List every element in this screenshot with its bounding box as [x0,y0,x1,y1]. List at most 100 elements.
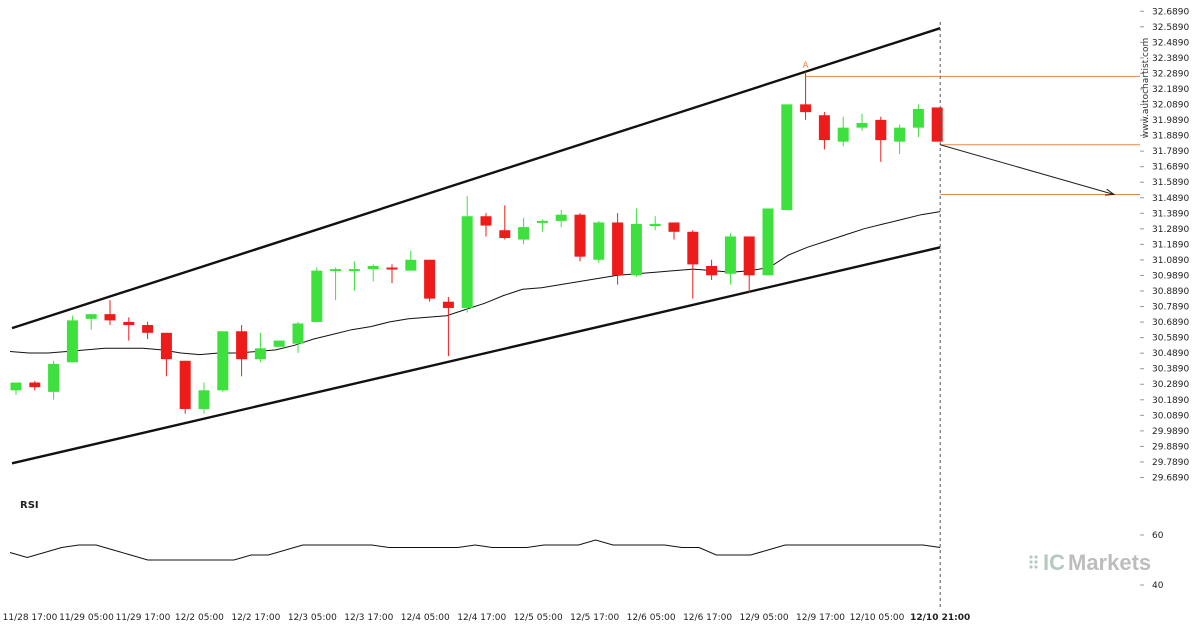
y-tick-label: 30.6890 [1152,318,1189,328]
candle-body [461,216,473,308]
candle-body [442,301,454,308]
x-tick-label: 12/6 05:00 [627,613,676,623]
candle-body [292,323,304,344]
candle-body [104,314,116,321]
y-tick-label: 31.9890 [1152,116,1189,126]
y-tick-label: 30.2890 [1152,380,1189,390]
candle-up [330,267,342,301]
y-tick-label: 30.4890 [1152,349,1189,359]
channel-lower-line [11,246,941,465]
candle-down [160,332,172,377]
candle-body [593,222,605,260]
logo-dot [1034,555,1038,559]
candle-body [781,104,793,211]
x-tick-label: 12/10 21:00 [910,613,970,623]
y-tick-label: 31.8890 [1152,132,1189,142]
candle-up [217,331,229,392]
x-tick-label: 12/2 17:00 [231,613,280,623]
y-tick-label: 31.4890 [1152,194,1189,204]
x-tick-label: 11/28 17:00 [3,613,58,623]
candle-up [405,250,417,271]
candle-down [499,205,511,240]
candle-body [762,208,774,276]
candle-body [198,390,210,409]
projection-arrow-head [1104,188,1116,196]
candle-up [254,332,266,363]
candle-body [424,259,436,299]
candle-up [292,321,304,354]
candle-up [85,314,97,330]
y-tick-label: 32.4890 [1152,38,1189,48]
y-tick-label: 31.6890 [1152,163,1189,173]
logo-dot [1034,565,1038,569]
candle-down [442,297,454,357]
candle-body [555,214,567,221]
candle-body [386,267,398,270]
candle-body [10,382,22,391]
y-tick-label: 30.0890 [1152,411,1189,421]
candle-body [856,123,868,128]
candle-up [630,208,642,277]
projection-arrow-line [940,144,1115,195]
y-tick-label: 31.0890 [1152,256,1189,266]
candle-body [311,270,323,322]
y-tick-label: 31.5890 [1152,178,1189,188]
candle-up [593,220,605,263]
y-tick-label: 30.5890 [1152,334,1189,344]
candle-body [912,109,924,128]
y-tick-label: 30.8890 [1152,287,1189,297]
candle-up [781,104,793,211]
candle-down [179,360,191,414]
candle-down [687,230,699,299]
candle-body [29,382,41,388]
x-tick-label: 11/29 05:00 [59,613,114,623]
candle-up [461,196,473,313]
candle-down [743,236,755,293]
x-tick-label: 12/10 05:00 [850,613,905,623]
x-tick-label: 12/5 05:00 [514,613,563,623]
candle-body [85,314,97,319]
logo-dot [1029,560,1033,564]
candle-down [424,259,436,302]
candle-down [104,300,116,326]
x-tick-label: 12/3 17:00 [344,613,393,623]
candle-body [894,127,906,142]
candle-body [706,265,718,276]
y-tick-label: 29.6890 [1152,473,1189,483]
x-tick-label: 11/29 17:00 [116,613,171,623]
y-tick-label: 31.2890 [1152,225,1189,235]
rsi-panel-title: RSI [20,500,39,511]
rsi-line [9,539,941,561]
candle-down [612,213,624,285]
candle-up [837,116,849,147]
candle-body [480,216,492,226]
x-tick-label: 12/4 05:00 [401,613,450,623]
candle-body [612,222,624,276]
candle-up [348,261,360,291]
candle-body [123,321,135,326]
candle-up [536,219,548,232]
candle-up [555,210,567,228]
candle-body [405,259,417,271]
y-tick-label: 32.2890 [1152,69,1189,79]
candle-down [706,259,718,280]
y-tick-label: 32.6890 [1152,7,1189,17]
y-tick-label: 29.9890 [1152,427,1189,437]
candle-down [236,325,248,377]
x-tick-label: 12/9 05:00 [740,613,789,623]
candle-body [254,348,266,360]
x-tick-label: 12/4 17:00 [457,613,506,623]
candle-down [800,71,812,120]
candle-body [518,227,530,240]
candle-up [649,216,661,231]
candle-up [724,233,736,285]
channel-upper-line [11,27,941,330]
rsi-tick-label: 60 [1152,531,1164,541]
candle-down [480,213,492,237]
candle-body [687,231,699,265]
candle-body [536,220,548,223]
icmarkets-markets-text: Markets [1068,550,1151,575]
logo-dot [1029,565,1033,569]
y-tick-label: 31.1890 [1152,240,1189,250]
